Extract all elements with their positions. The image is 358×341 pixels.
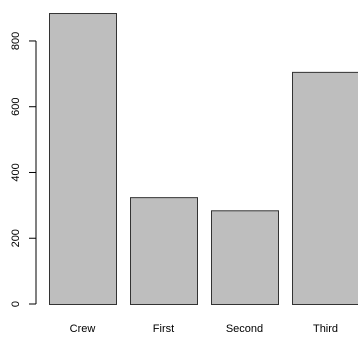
x-tick-label: First [153, 323, 174, 335]
x-tick-label: Second [226, 323, 263, 335]
bar-third [293, 72, 358, 304]
bars-group [50, 14, 358, 305]
x-tick-label: Crew [70, 323, 96, 335]
y-tick-label: 200 [10, 229, 22, 247]
y-tick-label: 800 [10, 32, 22, 50]
bar-first [131, 198, 198, 305]
x-tick-label: Third [313, 323, 338, 335]
y-tick-label: 400 [10, 163, 22, 181]
x-axis-labels: Crew First Second Third [70, 323, 338, 335]
y-tick-label: 600 [10, 98, 22, 116]
y-axis: 0 200 400 600 800 [10, 32, 36, 307]
bar-crew [50, 14, 117, 305]
bar-second [212, 211, 279, 305]
y-tick-label: 0 [10, 301, 22, 307]
